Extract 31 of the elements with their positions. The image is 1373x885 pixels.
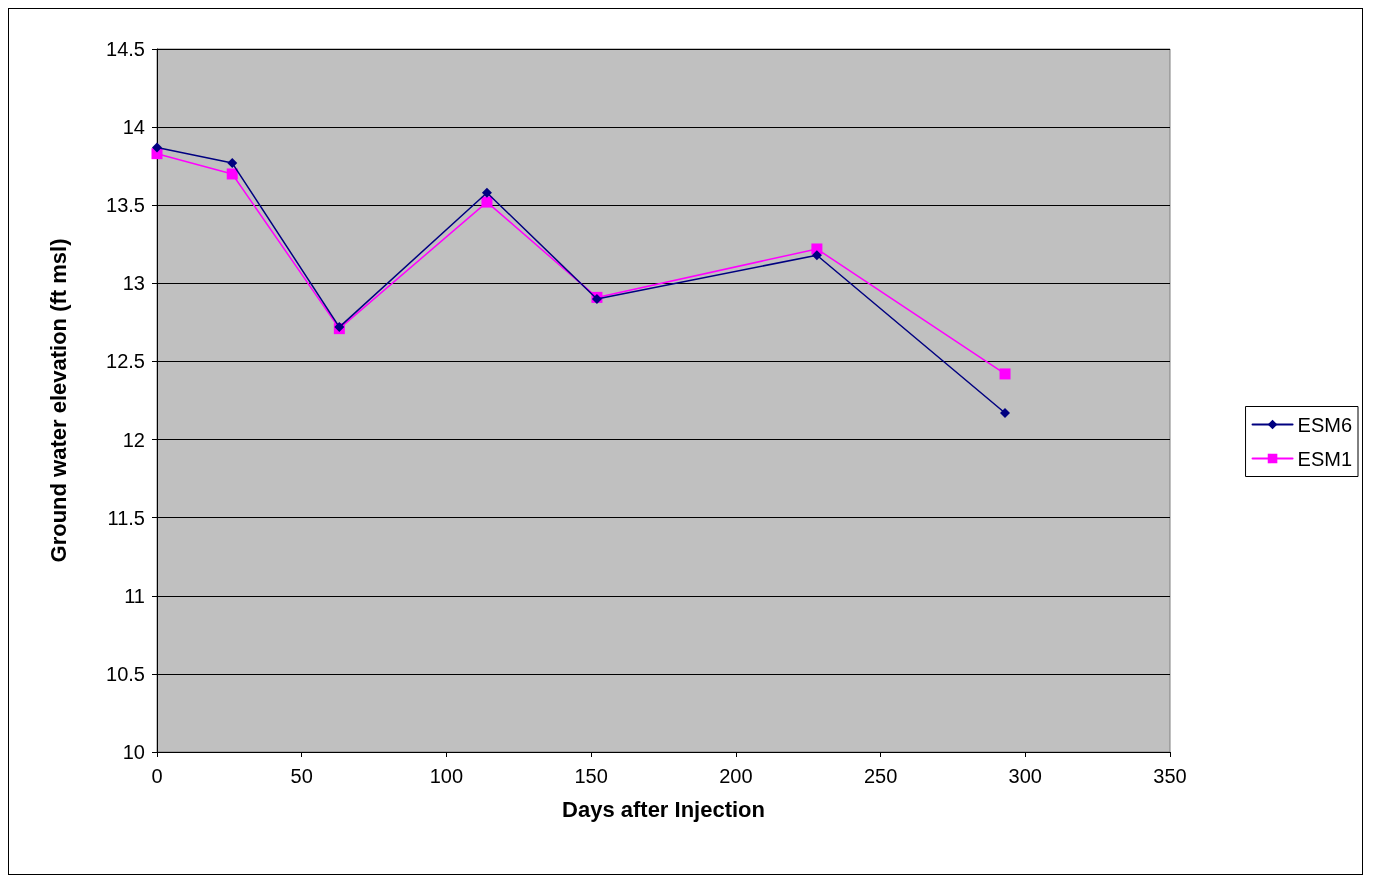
x-tick-label: 200 [719, 765, 753, 787]
point [999, 368, 1011, 380]
y-tick-label: 14 [122, 116, 145, 139]
y-tick-label: 10.5 [106, 662, 145, 685]
point [1000, 408, 1011, 418]
x-axis-title: Days after Injection [562, 796, 765, 822]
y-tick-label: 13.5 [106, 194, 145, 217]
y-axis-title: Ground water elevation (ft msl) [45, 238, 71, 563]
y-tick-label: 14.5 [106, 38, 145, 60]
x-tick-label: 0 [151, 765, 163, 787]
point [226, 168, 238, 180]
point [481, 187, 492, 198]
x-tick-label: 250 [863, 765, 898, 787]
point [227, 158, 238, 169]
y-tick-label: 11 [124, 584, 145, 607]
y-tick-label: 12 [122, 428, 145, 451]
y-tick-label: 11.5 [107, 506, 145, 529]
x-tick-label: 350 [1153, 765, 1187, 787]
point [152, 142, 162, 153]
point [481, 196, 493, 208]
point [811, 250, 822, 261]
legend-label: ESM1 [1297, 447, 1353, 470]
x-tick-label: 300 [1008, 765, 1042, 787]
legend-label: ESM6 [1297, 413, 1353, 436]
y-tick-label: 10 [122, 741, 145, 763]
y-tick-label: 13 [122, 272, 145, 295]
x-tick-label: 150 [574, 765, 608, 787]
x-tick-label: 50 [290, 765, 313, 787]
y-tick-label: 12.5 [106, 350, 145, 373]
x-tick-label: 100 [429, 765, 464, 787]
point [811, 243, 823, 255]
